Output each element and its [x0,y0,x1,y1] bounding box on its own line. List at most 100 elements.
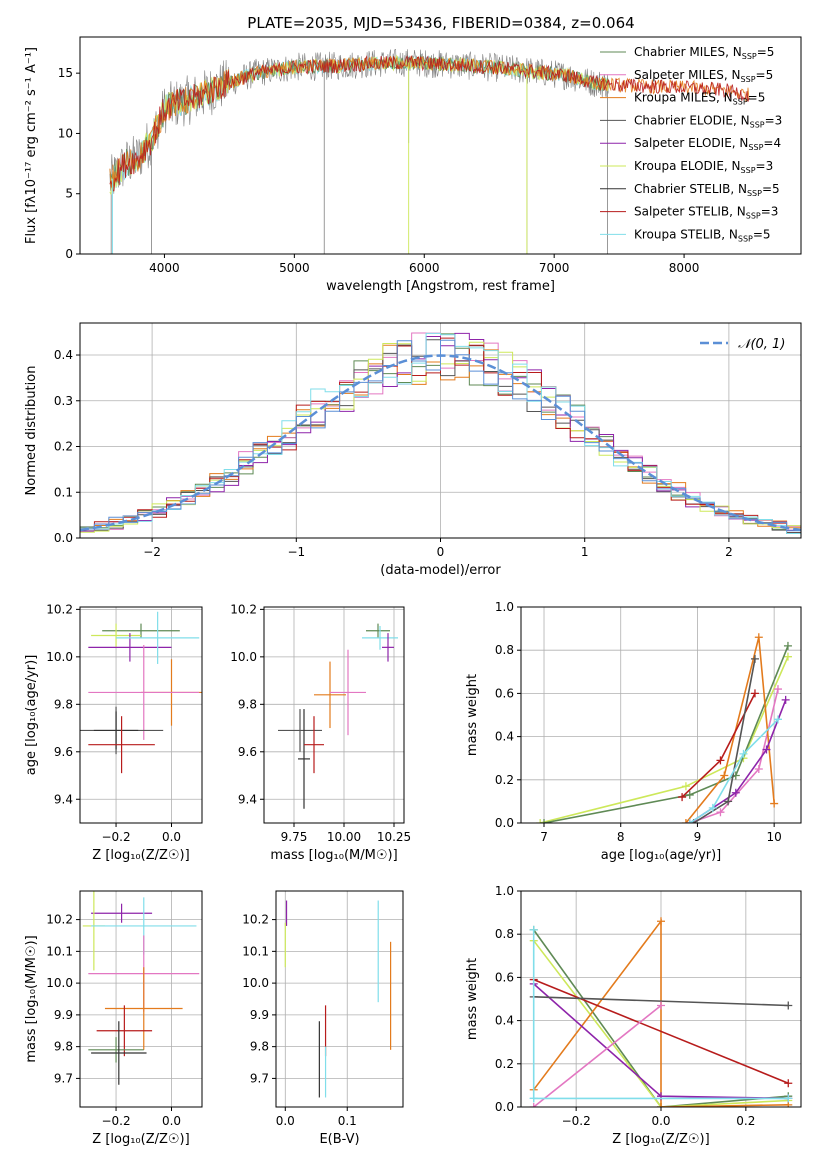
mass_vs_EBV-ytick-label: 9.7 [250,1071,269,1085]
spectrum-ytick-label: 5 [65,187,73,201]
errorbar-point [91,903,153,923]
errorbar-point [88,1037,144,1063]
age_vs_Z-xtick-label: −0.2 [101,830,130,844]
age_vs_mass-plot-area [278,623,398,809]
age_vs_Z-background [80,607,202,823]
mass_vs_Z-xtick-label: −0.2 [101,1114,130,1128]
mass_vs_Z-border [79,890,203,1108]
mass_vs_Z-ytick-label: 9.9 [54,1008,73,1022]
weight-marker [784,1094,793,1103]
mass_vs_Z-ytick-label: 9.8 [54,1040,73,1054]
errorbar-point [96,1005,153,1057]
weight-series-line [685,637,775,823]
mass_vs_Z-ytick-label: 9.7 [54,1071,73,1085]
age_vs_mass-ytick-label: 9.8 [238,697,257,711]
legend-entry: Kroupa STELIB, NSSP=5 [634,227,771,243]
spectrum-axes [80,37,801,254]
residuals-frame: −2 −1 0 1 2 0.0 0.1 0.2 0.3 0.4 (data-model)/error… [24,322,802,578]
age_vs_mass-xtick-label: 9.75 [281,830,308,844]
age_vs_Z-xlabel: Z [log₁₀(Z/Z☉)] [92,848,189,863]
weight-marker [720,771,729,780]
weight-marker [529,1103,538,1107]
weight-series-line [533,1004,662,1107]
residuals-xtick-label: −1 [287,545,305,559]
weight_vs_age-xtick-label: 8 [617,830,625,844]
legend-entry: Chabrier STELIB, NSSP=5 [634,182,780,198]
errorbar-point [382,633,394,662]
residuals-plot-area [80,332,801,535]
mass_vs_Z-background [80,891,202,1107]
mass_vs_Z-ytick-label: 10.1 [46,944,73,958]
weight-marker [716,808,725,817]
errorbar-point [304,716,324,774]
residuals-xtick-label: −2 [143,545,161,559]
errorbar-point [278,709,322,752]
mass_vs_EBV-ytick-label: 10.1 [242,944,269,958]
residuals-xlabel: (data-model)/error [380,563,501,578]
weight_vs_Z-frame: −0.2 0.0 0.2 0.0 0.2 0.4 0.6 0.8 1.0 Z [log₁₀(Z/Z… [465,884,802,1147]
spectrum-model-line [109,55,750,192]
errorbar-point [88,644,200,740]
weight-marker [750,654,759,663]
weight-series-line [533,978,789,1084]
age_vs_Z-ylabel: age [log₁₀(age/yr)] [24,655,39,776]
mass_vs_EBV-border [275,890,404,1108]
spectrum-ytick-label: 10 [58,126,73,140]
age_vs_mass-ytick-label: 10.0 [230,650,257,664]
legend-entry: Kroupa MILES, NSSP=5 [634,91,765,107]
age_vs_Z-ytick-label: 9.6 [54,745,73,759]
legend-entry: Chabrier MILES, NSSP=5 [634,45,774,61]
spectrum-xtick-label: 6000 [409,261,440,275]
errorbar-point [314,661,346,729]
weight_vs_Z-ytick-label: 0.0 [495,1100,514,1114]
residuals-ylabel: Normed distribution [24,366,39,496]
weight-marker [739,749,748,758]
spectrum-plot-area [109,49,750,254]
mass_vs_Z-ylabel: mass [log₁₀(M/M☉)] [24,935,39,1062]
weight-marker [708,803,717,812]
errorbar-point [91,1021,147,1085]
weight-series-line [689,718,779,823]
weight-marker [781,695,790,704]
weight-marker [731,788,740,797]
weight-marker [784,1001,793,1010]
weight_vs_age-ytick-label: 0.8 [495,643,514,657]
weight_vs_age-ytick-label: 1.0 [495,600,514,614]
weight-marker [529,925,538,934]
errorbar-point [93,711,139,750]
spectrum-ylabel: Flux [fλ10⁻¹⁷ erg cm⁻² s⁻¹ A⁻¹] [24,47,39,244]
residuals-xtick-label: 1 [581,545,589,559]
residuals-ytick-label: 0.1 [54,485,73,499]
weight_vs_Z-plot-area [529,917,793,1107]
residuals-ytick-label: 0.2 [54,440,73,454]
spectrum-legend: Chabrier MILES, NSSP=5 Salpeter MILES, NS… [600,45,782,243]
weight-series-line [532,929,789,1100]
spectrum-background [80,37,801,254]
spectrum-xtick-label: 8000 [669,261,700,275]
mass_vs_EBV-plot-area [284,900,392,1098]
age_vs_mass-axes [264,607,404,823]
weight-marker [773,685,782,694]
weight-marker [770,799,779,808]
spectrum-xtick-label: 7000 [539,261,570,275]
weight_vs_age-ytick-label: 0.2 [495,773,514,787]
mass_vs_EBV-xlabel: E(B-V) [319,1132,359,1147]
weight_vs_age-ytick-label: 0.6 [495,686,514,700]
errorbar-point [116,611,200,664]
spectrum-ytick-label: 15 [58,66,73,80]
weight_vs_Z-ylabel: mass weight [465,958,480,1040]
errorbar-point [104,967,183,1050]
legend-entry: Salpeter STELIB, NSSP=3 [634,205,778,221]
weight_vs_age-border [520,606,802,824]
residuals-ytick-label: 0.0 [54,531,73,545]
legend-entry: Kroupa ELODIE, NSSP=3 [634,159,773,175]
weight_vs_Z-ytick-label: 0.2 [495,1057,514,1071]
normal-curve [80,354,801,532]
weight-marker [783,641,792,650]
weight_vs_age-xtick-label: 9 [694,830,702,844]
mass_vs_Z-xlabel: Z [log₁₀(Z/Z☉)] [92,1132,189,1147]
weight-marker [685,790,694,799]
age_vs_Z-border [79,606,203,824]
mass_vs_EBV-ytick-label: 9.8 [250,1040,269,1054]
mass_vs_EBV-xtick-label: 0.0 [276,1114,295,1128]
